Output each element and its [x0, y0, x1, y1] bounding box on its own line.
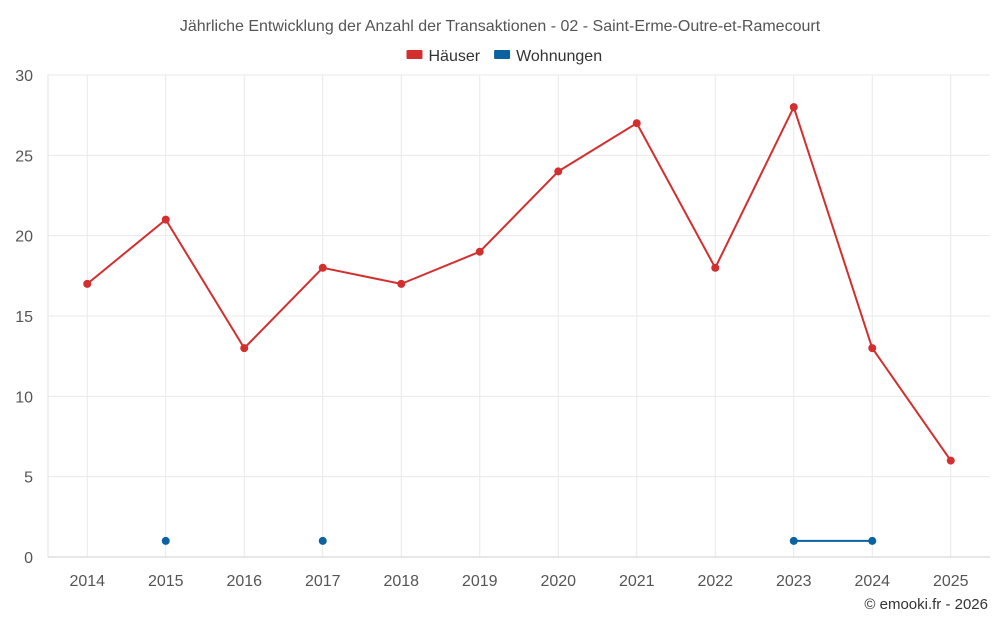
series-layer: [83, 103, 955, 545]
data-point[interactable]: [240, 344, 249, 353]
chart-title: Jährliche Entwicklung der Anzahl der Tra…: [180, 18, 821, 35]
x-tick-label: 2022: [697, 573, 733, 590]
legend-item[interactable]: Häuser: [406, 48, 481, 65]
data-point[interactable]: [789, 103, 798, 112]
x-tick-label: 2015: [148, 573, 184, 590]
credit-text: © emooki.fr - 2026: [864, 596, 988, 613]
data-point[interactable]: [711, 263, 720, 272]
x-tick-label: 2018: [383, 573, 419, 590]
series-line-segment: [479, 170, 559, 253]
series-line-segment: [635, 122, 717, 269]
legend-swatch: [494, 50, 511, 59]
legend: Häuser Wohnungen: [406, 48, 602, 65]
series-line-segment: [871, 347, 952, 462]
x-tick-label: 2024: [854, 573, 890, 590]
data-point[interactable]: [161, 536, 170, 545]
legend-label: Wohnungen: [516, 48, 602, 65]
x-tick-label: 2025: [933, 573, 969, 590]
data-point[interactable]: [318, 263, 327, 272]
gridlines: [48, 74, 990, 558]
x-tick-label: 2016: [226, 573, 262, 590]
data-point[interactable]: [397, 279, 406, 288]
legend-item[interactable]: Wohnungen: [494, 48, 602, 65]
series-line-segment: [243, 267, 324, 349]
data-point[interactable]: [554, 167, 563, 176]
data-point[interactable]: [632, 119, 641, 128]
series-line-segment: [557, 122, 638, 173]
series-line-segment: [714, 106, 795, 269]
series-line-segment: [164, 219, 246, 349]
y-tick-label: 25: [15, 148, 33, 165]
x-tick-label: 2020: [540, 573, 576, 590]
y-tick-label: 5: [24, 470, 33, 487]
data-point[interactable]: [868, 536, 877, 545]
data-point[interactable]: [161, 215, 170, 224]
y-tick-label: 10: [15, 389, 33, 406]
series-line-segment: [400, 250, 481, 285]
data-point[interactable]: [318, 536, 327, 545]
data-point[interactable]: [83, 279, 92, 288]
legend-swatch: [406, 50, 423, 59]
series-0: [83, 103, 955, 465]
x-tick-label: 2021: [619, 573, 655, 590]
x-tick-label: 2017: [305, 573, 341, 590]
series-line-segment: [322, 266, 402, 285]
x-tick-label: 2023: [776, 573, 812, 590]
series-line-segment: [86, 218, 167, 285]
series-line-segment: [792, 106, 874, 349]
y-tick-label: 0: [24, 550, 33, 567]
data-point[interactable]: [789, 536, 798, 545]
y-tick-label: 30: [15, 68, 33, 85]
legend-label: Häuser: [429, 48, 481, 65]
data-point[interactable]: [946, 456, 955, 465]
y-tick-label: 20: [15, 229, 33, 246]
x-tick-label: 2019: [462, 573, 498, 590]
x-tick-label: 2014: [69, 573, 105, 590]
y-tick-label: 15: [15, 309, 33, 326]
data-point[interactable]: [868, 344, 877, 353]
series-1: [161, 536, 877, 545]
data-point[interactable]: [475, 247, 484, 256]
